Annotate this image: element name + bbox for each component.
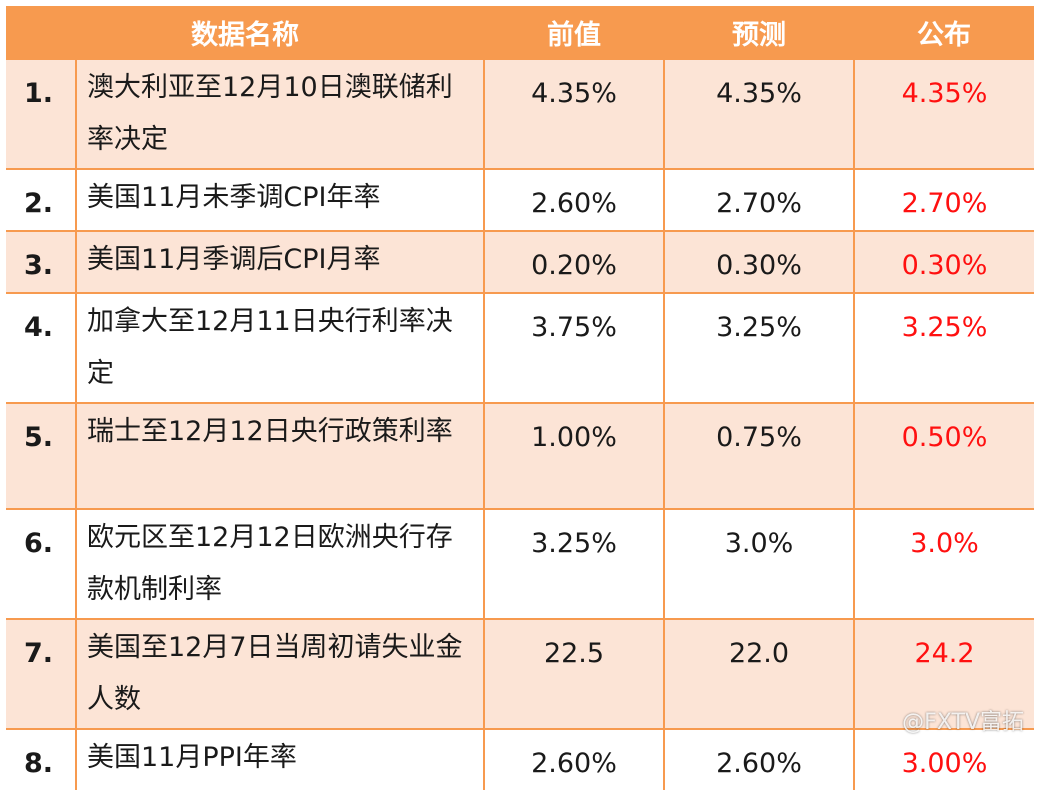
row-name: 美国11月PPI年率 — [75, 728, 484, 790]
row-forecast: 3.0% — [663, 508, 854, 619]
row-previous: 2.60% — [483, 728, 664, 790]
row-previous: 0.20% — [483, 230, 664, 293]
row-forecast: 2.60% — [663, 728, 854, 790]
row-actual: 0.50% — [853, 402, 1034, 509]
table-row: 4. 加拿大至12月11日央行利率决定 3.75% 3.25% 3.25% — [6, 292, 1034, 403]
economic-data-table: 数据名称 前值 预测 公布 1. 澳大利亚至12月10日澳联储利率决定 4.35… — [6, 6, 1034, 790]
row-number: 6. — [6, 508, 76, 619]
header-previous: 前值 — [484, 6, 664, 59]
row-number: 2. — [6, 168, 76, 231]
row-actual: 0.30% — [853, 230, 1034, 293]
row-previous: 2.60% — [483, 168, 664, 231]
row-name: 美国11月未季调CPI年率 — [75, 168, 484, 231]
header-actual: 公布 — [854, 6, 1034, 59]
row-actual: 3.00% — [853, 728, 1034, 790]
row-forecast: 4.35% — [663, 58, 854, 169]
watermark-text: @FXTV富拓 — [902, 710, 1024, 735]
row-previous: 3.75% — [483, 292, 664, 403]
row-actual: 3.25% — [853, 292, 1034, 403]
row-name: 加拿大至12月11日央行利率决定 — [75, 292, 484, 403]
row-forecast: 2.70% — [663, 168, 854, 231]
row-number: 4. — [6, 292, 76, 403]
row-actual: 24.2 — [853, 618, 1034, 729]
row-name: 澳大利亚至12月10日澳联储利率决定 — [75, 58, 484, 169]
row-previous: 3.25% — [483, 508, 664, 619]
row-name: 瑞士至12月12日央行政策利率 — [75, 402, 484, 509]
row-previous: 1.00% — [483, 402, 664, 509]
row-number: 7. — [6, 618, 76, 729]
table-row: 2. 美国11月未季调CPI年率 2.60% 2.70% 2.70% — [6, 168, 1034, 231]
row-name: 美国至12月7日当周初请失业金人数 — [75, 618, 484, 729]
row-previous: 4.35% — [483, 58, 664, 169]
row-number: 1. — [6, 58, 76, 169]
row-previous: 22.5 — [483, 618, 664, 729]
row-number: 3. — [6, 230, 76, 293]
row-actual: 4.35% — [853, 58, 1034, 169]
row-forecast: 0.30% — [663, 230, 854, 293]
row-forecast: 3.25% — [663, 292, 854, 403]
row-actual: 3.0% — [853, 508, 1034, 619]
row-forecast: 0.75% — [663, 402, 854, 509]
table-row: 3. 美国11月季调后CPI月率 0.20% 0.30% 0.30% — [6, 230, 1034, 293]
header-data-name: 数据名称 — [6, 6, 484, 59]
table-row: 7. 美国至12月7日当周初请失业金人数 22.5 22.0 24.2 — [6, 618, 1034, 729]
row-actual: 2.70% — [853, 168, 1034, 231]
table-row: 8. 美国11月PPI年率 2.60% 2.60% 3.00% — [6, 728, 1034, 790]
header-forecast: 预测 — [664, 6, 854, 59]
table-header-row: 数据名称 前值 预测 公布 — [6, 6, 1034, 59]
row-name: 欧元区至12月12日欧洲央行存款机制利率 — [75, 508, 484, 619]
table-row: 6. 欧元区至12月12日欧洲央行存款机制利率 3.25% 3.0% 3.0% — [6, 508, 1034, 619]
row-number: 5. — [6, 402, 76, 509]
row-forecast: 22.0 — [663, 618, 854, 729]
row-name: 美国11月季调后CPI月率 — [75, 230, 484, 293]
table-row: 1. 澳大利亚至12月10日澳联储利率决定 4.35% 4.35% 4.35% — [6, 58, 1034, 169]
row-number: 8. — [6, 728, 76, 790]
table-row: 5. 瑞士至12月12日央行政策利率 1.00% 0.75% 0.50% — [6, 402, 1034, 509]
